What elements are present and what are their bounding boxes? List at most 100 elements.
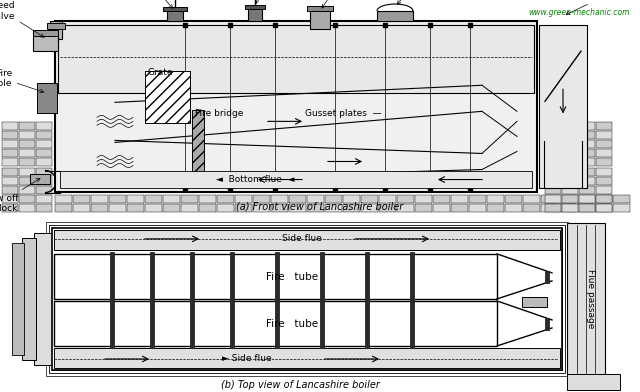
Bar — [545, 194, 561, 203]
Bar — [613, 203, 630, 212]
Bar — [163, 203, 180, 212]
Bar — [36, 185, 52, 194]
Bar — [343, 203, 360, 212]
Bar — [167, 9, 183, 21]
Bar — [562, 140, 578, 149]
Bar — [127, 203, 144, 212]
Bar — [567, 374, 620, 390]
Bar — [19, 185, 35, 194]
Bar — [562, 158, 578, 167]
Text: Gusset plates  —: Gusset plates — — [305, 109, 381, 118]
Bar — [310, 9, 330, 29]
Bar — [36, 122, 52, 131]
Bar — [433, 203, 450, 212]
Text: (a) Front view of Lancashire boiler: (a) Front view of Lancashire boiler — [236, 201, 404, 212]
Bar — [559, 203, 576, 212]
Bar — [596, 140, 612, 149]
Bar — [451, 203, 468, 212]
Text: (b) Top view of Lancashire boiler: (b) Top view of Lancashire boiler — [221, 380, 380, 390]
Bar — [36, 194, 52, 203]
Bar — [36, 176, 52, 185]
Bar — [361, 194, 378, 203]
Bar — [577, 194, 594, 203]
Bar — [562, 149, 578, 158]
Bar — [596, 149, 612, 158]
Bar — [562, 122, 578, 131]
Text: Stop valve: Stop valve — [121, 0, 173, 8]
Bar — [54, 254, 497, 299]
Bar — [199, 203, 216, 212]
Bar — [271, 203, 288, 212]
Bar — [522, 297, 547, 307]
Bar — [343, 194, 360, 203]
Bar — [19, 122, 35, 131]
Bar — [579, 185, 595, 194]
Bar — [54, 348, 560, 368]
Bar — [49, 225, 565, 373]
Bar — [523, 203, 540, 212]
Bar — [596, 131, 612, 140]
Bar — [487, 194, 504, 203]
Bar — [2, 131, 18, 140]
Bar — [91, 203, 108, 212]
Text: Feed
valve: Feed valve — [0, 1, 44, 37]
Bar — [192, 110, 204, 185]
Bar — [253, 203, 270, 212]
Bar — [36, 158, 52, 167]
Bar — [19, 149, 35, 158]
Bar — [2, 140, 18, 149]
Bar — [307, 203, 324, 212]
Bar — [289, 203, 306, 212]
Bar — [19, 194, 35, 203]
Bar — [415, 194, 432, 203]
Bar — [596, 167, 612, 176]
Bar — [541, 203, 558, 212]
Bar — [545, 122, 561, 131]
Bar — [217, 203, 234, 212]
Bar — [19, 203, 35, 212]
Bar — [613, 194, 630, 203]
Bar — [325, 194, 342, 203]
Bar — [60, 171, 532, 187]
Bar — [545, 149, 561, 158]
Bar — [47, 23, 65, 29]
Bar — [2, 149, 18, 158]
Bar — [579, 203, 595, 212]
Bar — [55, 194, 72, 203]
Bar — [397, 203, 414, 212]
Bar — [50, 21, 62, 39]
Bar — [22, 238, 36, 360]
Text: Fire bridge: Fire bridge — [195, 109, 243, 118]
Bar — [109, 203, 126, 212]
Bar — [36, 140, 52, 149]
Bar — [596, 185, 612, 194]
Bar — [545, 185, 561, 194]
Bar — [523, 194, 540, 203]
Bar — [2, 176, 18, 185]
Bar — [567, 223, 605, 375]
Bar — [596, 122, 612, 131]
Bar — [19, 176, 35, 185]
Text: Fire
hole: Fire hole — [0, 69, 44, 93]
Bar — [377, 11, 413, 21]
Bar — [559, 194, 576, 203]
Text: Safety valve: Safety valve — [237, 0, 293, 4]
Text: Fire   tube: Fire tube — [266, 319, 318, 329]
Bar — [451, 194, 468, 203]
Bar — [487, 203, 504, 212]
Bar — [596, 158, 612, 167]
Bar — [579, 194, 595, 203]
Bar — [541, 194, 558, 203]
Bar — [58, 25, 534, 93]
Bar — [505, 203, 522, 212]
Bar — [325, 203, 342, 212]
Bar — [562, 167, 578, 176]
Bar — [19, 167, 35, 176]
Bar — [469, 203, 486, 212]
Bar — [73, 194, 90, 203]
Bar — [271, 194, 288, 203]
Text: www.green-mechanic.com: www.green-mechanic.com — [529, 8, 630, 17]
Bar — [361, 203, 378, 212]
Bar — [307, 194, 324, 203]
Bar — [289, 194, 306, 203]
